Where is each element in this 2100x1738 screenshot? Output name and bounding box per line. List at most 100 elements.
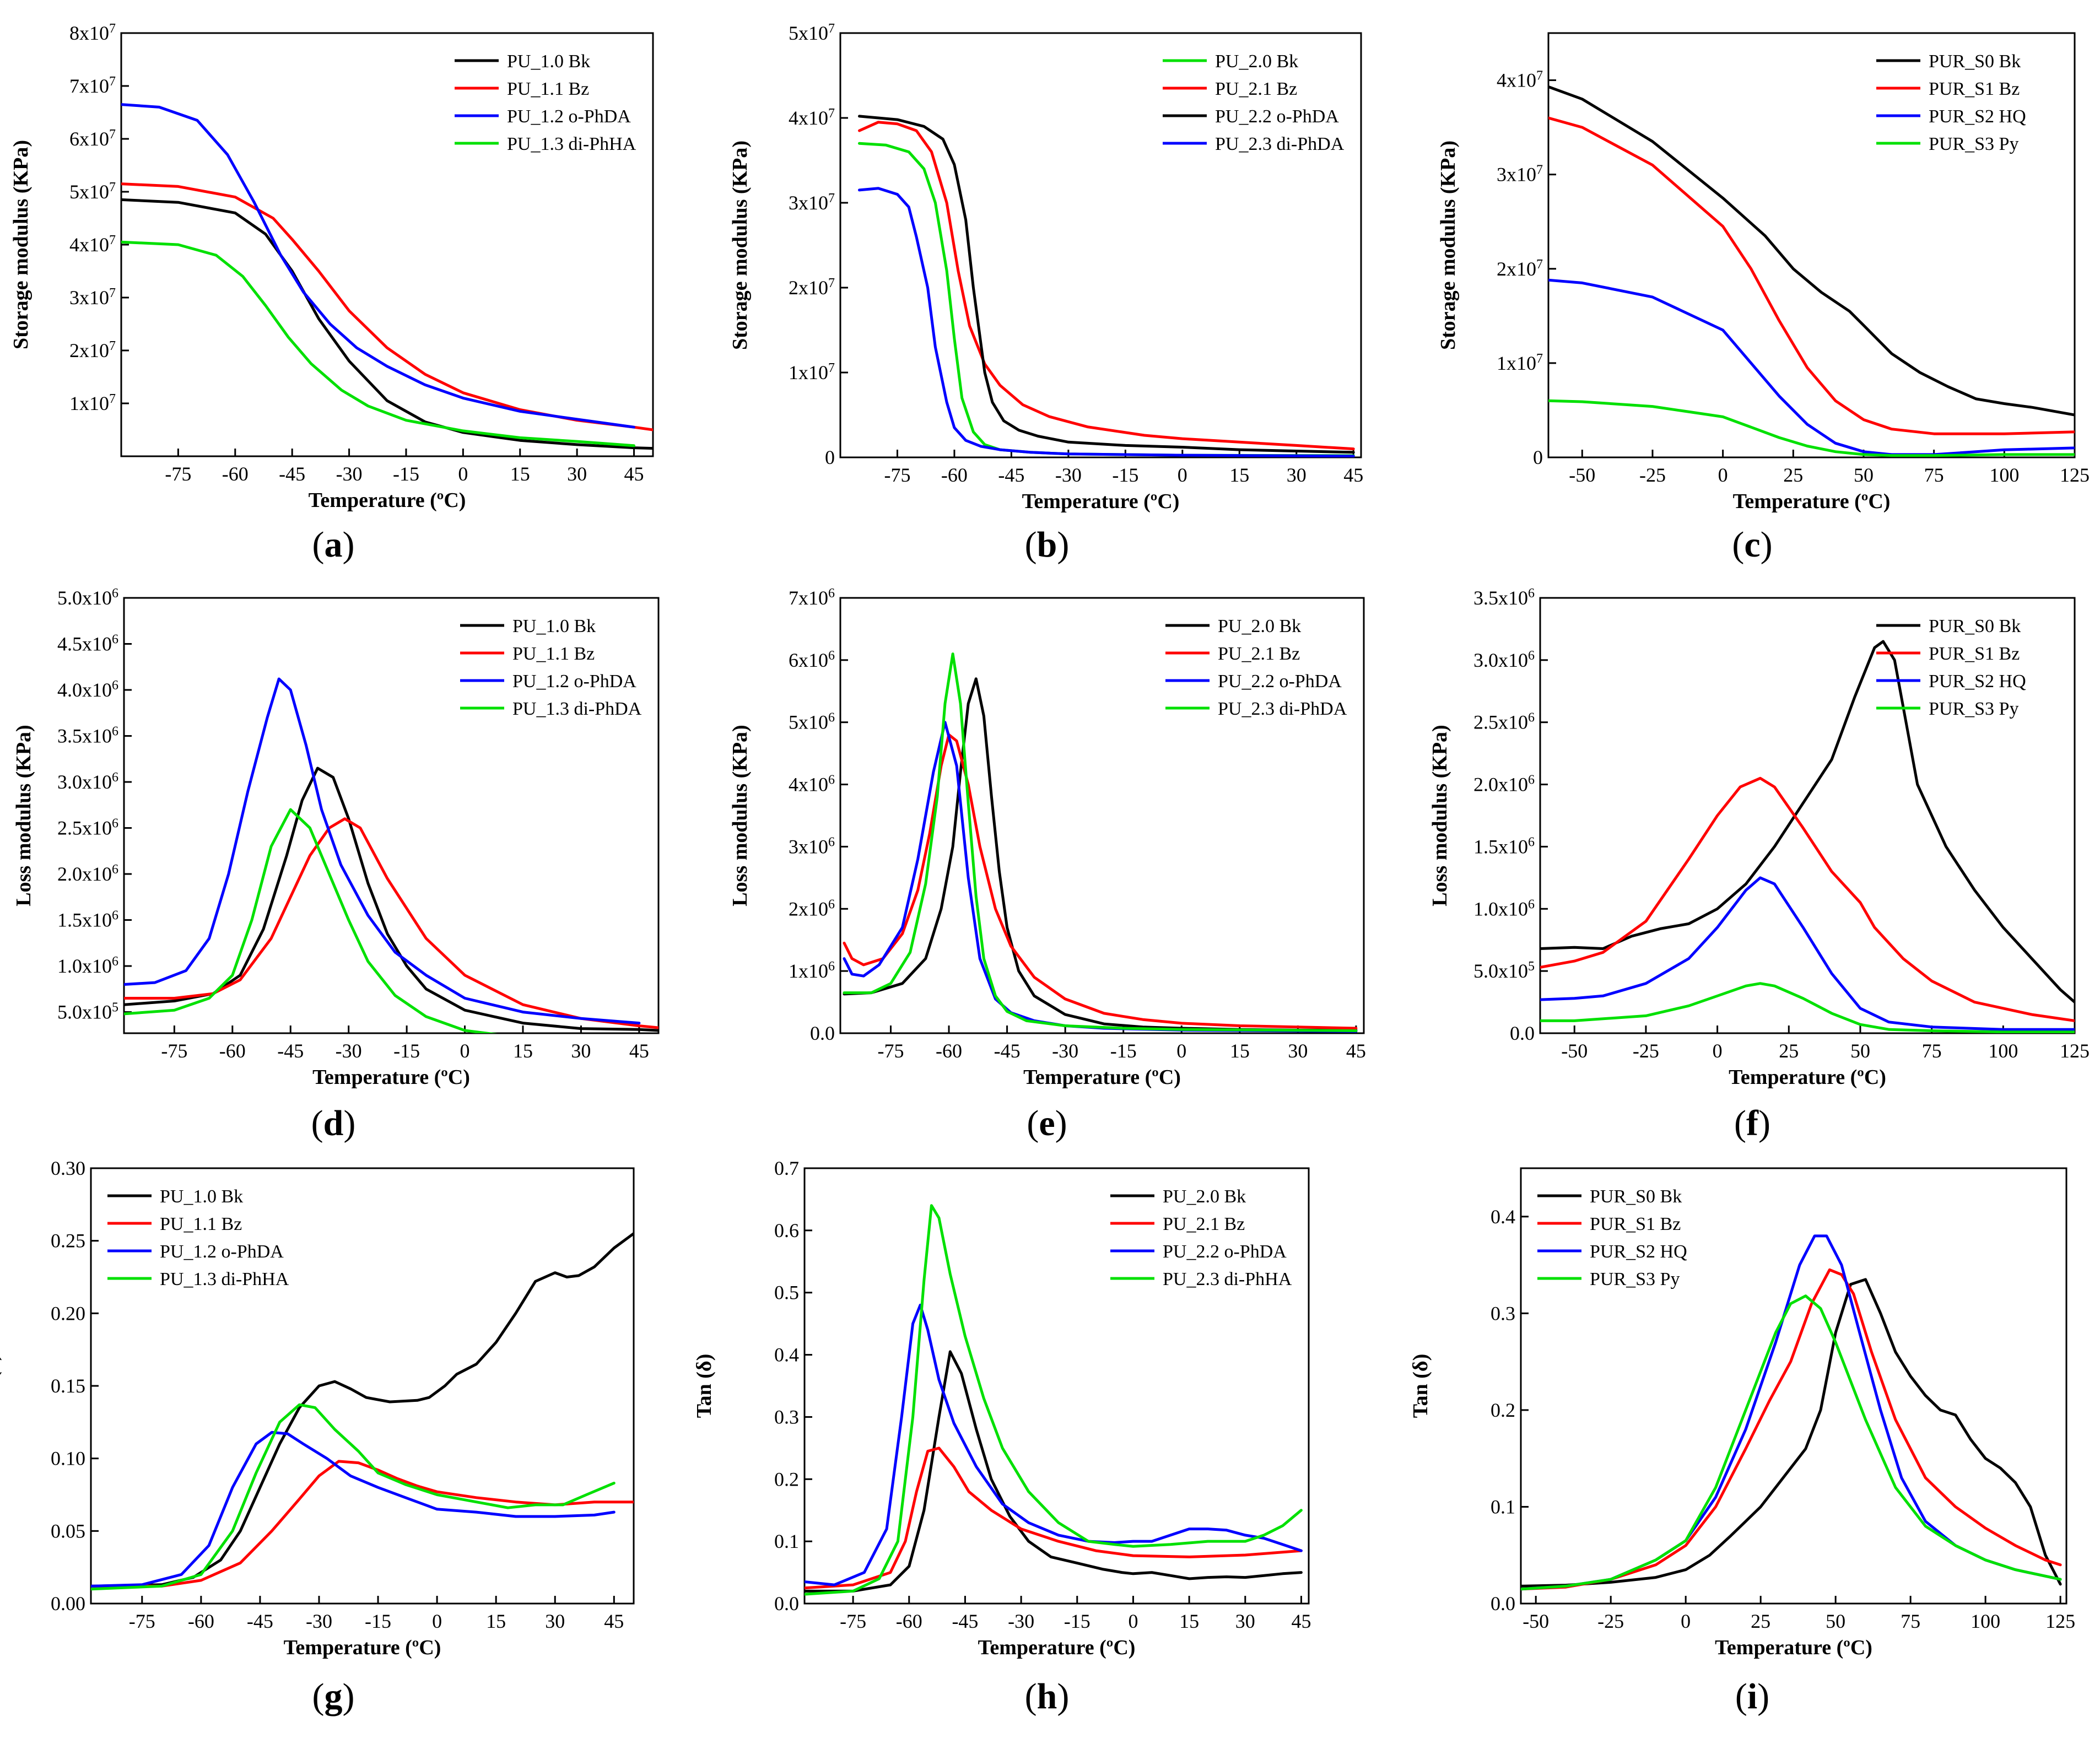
- y-tick-label: 3.5x106: [1473, 586, 1535, 609]
- chart-a: -75 -60 -45 -30 -15 0 15 30 45 1x107 2x107 3x107 4x1…: [9, 21, 654, 565]
- x-tick-label: 0: [1718, 464, 1728, 486]
- x-tick-label: 45: [1346, 1040, 1366, 1062]
- x-tick-label: -30: [336, 1040, 362, 1062]
- x-tick-label: 50: [1854, 464, 1874, 486]
- y-tick-label: 0.4: [1491, 1206, 1515, 1228]
- series-line-pur-s1-bz: [1548, 116, 2075, 435]
- x-tick-label: 125: [2045, 1610, 2075, 1632]
- series-line-pu-2-3-di-phha: [805, 1204, 1303, 1596]
- panel-label: (b): [1025, 525, 1070, 565]
- x-tick-label: 0: [1176, 1040, 1186, 1062]
- legend-entry: PU_1.1 Bz: [512, 644, 595, 664]
- y-axis-label: Tan (δ): [693, 1354, 716, 1418]
- y-tick-label: 0.20: [51, 1302, 85, 1324]
- y-tick-label: 7x107: [69, 74, 116, 97]
- series-line-pur-s0-bk: [1521, 1278, 2062, 1588]
- chart-g: -75 -60 -45 -30 -15 0 15 30 45 0.00 0.05 0.10 0.15 0.…: [0, 1157, 635, 1717]
- x-tick-label: -30: [336, 463, 363, 485]
- x-tick-label: 0: [1713, 1040, 1723, 1062]
- x-axis-label: Temperature (ºC): [1022, 490, 1180, 513]
- legend-entry: PU_1.1 Bz: [507, 79, 589, 99]
- series-line-pu-1-2-o-phda: [124, 677, 641, 1025]
- y-tick-label: 7x106: [789, 586, 835, 609]
- y-tick-label: 5.0x105: [57, 1001, 118, 1023]
- legend-entry: PU_2.2 o-PhDA: [1163, 1242, 1287, 1262]
- x-tick-label: -50: [1561, 1040, 1588, 1062]
- x-tick-label: -45: [247, 1610, 273, 1632]
- series-line-pu-2-1-bz: [858, 121, 1355, 451]
- x-tick-label: 15: [510, 463, 530, 485]
- x-tick-label: 30: [1235, 1610, 1255, 1632]
- panel-label: (a): [312, 525, 355, 565]
- legend: PU_2.0 Bk PU_2.1 Bz PU_2.2 o-PhDA PU_2.3 di…: [1110, 1186, 1292, 1289]
- x-tick-label: -15: [1064, 1610, 1091, 1632]
- x-tick-label: 0: [1681, 1610, 1691, 1632]
- legend-entry: PU_1.0 Bk: [512, 616, 596, 636]
- legend-entry: PU_1.2 o-PhDA: [507, 106, 631, 127]
- series-line-pur-s3-py: [1548, 399, 2075, 457]
- x-tick-label: 25: [1783, 464, 1803, 486]
- x-tick-label: 45: [629, 1040, 649, 1062]
- y-tick-label: 4.0x106: [57, 678, 118, 701]
- x-tick-label: 125: [2060, 464, 2090, 486]
- x-tick-label: -30: [1052, 1040, 1078, 1062]
- x-tick-label: 15: [513, 1040, 533, 1062]
- y-tick-label: 0.00: [51, 1593, 85, 1615]
- x-tick-label: 100: [1971, 1610, 2000, 1632]
- series-line-pur-s2-hq: [1540, 876, 2075, 1031]
- y-axis-label: Tan (δ): [0, 1354, 2, 1418]
- series-line-pu-1-3-di-phha: [121, 240, 635, 447]
- y-tick-label: 3.5x106: [57, 725, 118, 747]
- y-tick-label: 0.25: [51, 1230, 85, 1252]
- x-tick-label: -30: [1008, 1610, 1034, 1632]
- series-line-pu-1-2-o-phda: [121, 103, 635, 429]
- legend-entry: PUR_S0 Bk: [1590, 1186, 1682, 1207]
- y-tick-label: 0.4: [774, 1344, 799, 1366]
- x-axis-label: Temperature (ºC): [1729, 1066, 1886, 1089]
- legend-entry: PUR_S3 Py: [1929, 134, 2018, 154]
- y-tick-label: 2x107: [1497, 257, 1543, 280]
- y-tick-label: 0.5: [774, 1282, 799, 1304]
- series-line-pur-s3-py: [1540, 982, 2075, 1033]
- legend: PU_1.0 Bk PU_1.1 Bz PU_1.2 o-PhDA PU_1.3 di…: [455, 51, 636, 154]
- y-tick-label: 0.3: [774, 1406, 799, 1428]
- y-tick-label: 6x106: [789, 649, 835, 671]
- series-line-pu-1-0-bk: [121, 198, 653, 450]
- x-axis-label: Temperature (ºC): [309, 489, 466, 512]
- legend-entry: PUR_S3 Py: [1590, 1269, 1680, 1289]
- y-tick-label: 5x106: [789, 711, 835, 733]
- panel-label: (g): [312, 1676, 355, 1717]
- x-tick-label: 30: [567, 463, 587, 485]
- x-tick-label: 0: [432, 1610, 442, 1632]
- x-tick-label: -45: [998, 464, 1024, 486]
- y-tick-label: 0.3: [1491, 1302, 1515, 1324]
- y-tick-label: 1.0x106: [1473, 897, 1535, 920]
- y-tick-label: 2.5x106: [1473, 711, 1535, 733]
- x-tick-label: 45: [1291, 1610, 1311, 1632]
- panel-label: (c): [1732, 525, 1772, 565]
- x-tick-label: 125: [2060, 1040, 2090, 1062]
- x-tick-label: 15: [1179, 1610, 1199, 1632]
- x-tick-label: -60: [222, 463, 249, 485]
- legend-entry: PU_2.2 o-PhDA: [1215, 106, 1339, 127]
- x-axis-label: Temperature (ºC): [284, 1636, 441, 1659]
- y-tick-label: 0.05: [51, 1520, 85, 1542]
- panel-label: (d): [311, 1103, 356, 1143]
- legend-entry: PUR_S3 Py: [1929, 699, 2018, 719]
- legend-entry: PU_1.0 Bk: [160, 1186, 243, 1207]
- x-tick-label: 30: [1287, 464, 1307, 486]
- x-tick-label: -15: [1112, 464, 1138, 486]
- series-line-pu-2-1-bz: [805, 1446, 1303, 1590]
- y-tick-label: 6x107: [69, 127, 116, 150]
- x-tick-label: -75: [129, 1610, 155, 1632]
- legend-entry: PUR_S0 Bk: [1929, 616, 2021, 636]
- y-tick-label: 3x106: [789, 835, 835, 857]
- panel-label: (h): [1025, 1676, 1070, 1717]
- series-line-pu-2-2-o-phda: [858, 115, 1355, 454]
- y-tick-label: 2x107: [69, 339, 116, 361]
- chart-h: -75 -60 -45 -30 -15 0 15 30 45 0.0 0.1 0.2 0.3 0.4 0.5…: [693, 1157, 1311, 1717]
- chart-e: -75 -60 -45 -30 -15 0 15 30 45 0.0 1x106 2x106 3x106…: [728, 586, 1366, 1143]
- legend-entry: PU_1.3 di-PhHA: [160, 1269, 289, 1289]
- legend-entry: PU_1.3 di-PhHA: [507, 134, 636, 154]
